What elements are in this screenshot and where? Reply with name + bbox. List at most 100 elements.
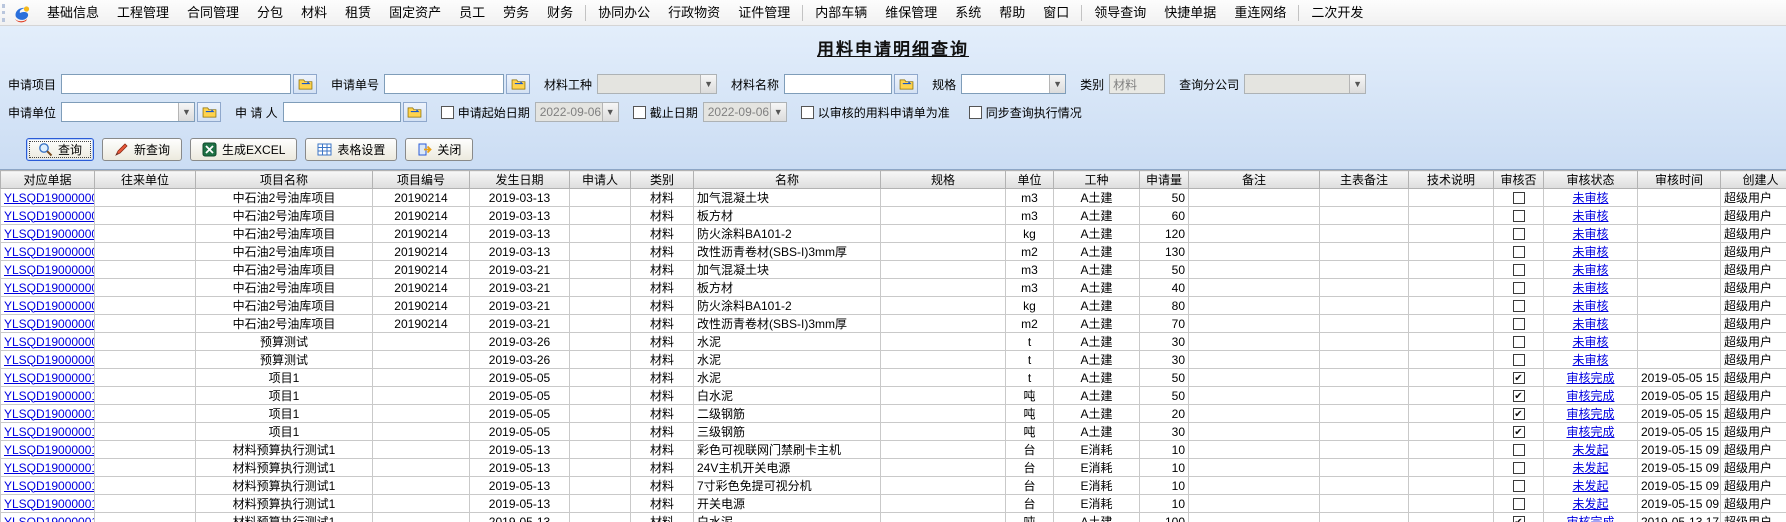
audit-status-link[interactable]: 未审核: [1572, 227, 1609, 241]
menu-item-4[interactable]: 材料: [301, 4, 328, 20]
audit-checkbox[interactable]: [1512, 462, 1525, 475]
export-excel-button[interactable]: 生成EXCEL: [190, 138, 298, 161]
audit-checkbox[interactable]: [1512, 264, 1525, 277]
col-header-occur_date[interactable]: 发生日期: [469, 170, 570, 189]
table-row[interactable]: YLSQD190000006 中石油2号油库项目201902142019-03-1…: [0, 206, 1786, 225]
col-header-material_name[interactable]: 名称: [693, 170, 881, 189]
menu-item-9[interactable]: 财务: [547, 4, 574, 20]
table-row[interactable]: YLSQD190000006 中石油2号油库项目201902142019-03-1…: [0, 224, 1786, 243]
apply-no-input[interactable]: [384, 74, 505, 94]
audit-status-link[interactable]: 未审核: [1572, 263, 1609, 277]
audit-status-link[interactable]: 未审核: [1572, 299, 1609, 313]
audit-checkbox[interactable]: [1512, 210, 1525, 223]
table-row[interactable]: YLSQD190000007 中石油2号油库项目201902142019-03-2…: [0, 314, 1786, 333]
audit-status-link[interactable]: 审核完成: [1566, 515, 1615, 522]
col-header-project_no[interactable]: 项目编号: [372, 170, 470, 189]
doc-no-link[interactable]: YLSQD190000010: [4, 406, 94, 421]
table-row[interactable]: YLSQD190000006 中石油2号油库项目201902142019-03-1…: [0, 188, 1786, 207]
menu-item-1[interactable]: 工程管理: [117, 4, 170, 20]
toolbar-grip-handle[interactable]: [2, 3, 7, 22]
menu-item-11[interactable]: 行政物资: [668, 4, 721, 20]
doc-no-link[interactable]: YLSQD190000006: [4, 226, 94, 241]
table-row[interactable]: YLSQD190000014 材料预算执行测试1 2019-05-13 材料24V主机…: [0, 458, 1786, 477]
menu-item-14[interactable]: 维保管理: [885, 4, 938, 20]
audit-checkbox[interactable]: [1512, 246, 1525, 259]
audit-checkbox[interactable]: ✔: [1512, 408, 1525, 421]
menu-item-8[interactable]: 劳务: [503, 4, 530, 20]
table-row[interactable]: YLSQD190000014 材料预算执行测试1 2019-05-13 材料彩色可视联…: [0, 440, 1786, 459]
col-header-category[interactable]: 类别: [630, 170, 694, 189]
col-header-partner_unit[interactable]: 往来单位: [94, 170, 196, 189]
audit-status-link[interactable]: 未审核: [1572, 281, 1609, 295]
audit-status-link[interactable]: 未发起: [1572, 497, 1609, 511]
menu-item-13[interactable]: 内部车辆: [815, 4, 868, 20]
menu-item-19[interactable]: 快捷单据: [1164, 4, 1217, 20]
audit-checkbox[interactable]: [1512, 192, 1525, 205]
menu-item-7[interactable]: 员工: [459, 4, 486, 20]
sync-exec-checkbox[interactable]: [968, 105, 982, 119]
spec-select[interactable]: ▼: [961, 74, 1067, 94]
apply-unit-select[interactable]: ▼: [61, 102, 196, 122]
apply-project-browse-button[interactable]: [293, 74, 318, 94]
audit-status-link[interactable]: 未发起: [1572, 461, 1609, 475]
audit-checkbox[interactable]: [1512, 444, 1525, 457]
col-header-remark[interactable]: 备注: [1188, 170, 1320, 189]
audit-status-link[interactable]: 审核完成: [1566, 389, 1615, 403]
col-header-main_remark[interactable]: 主表备注: [1319, 170, 1409, 189]
audit-status-link[interactable]: 未审核: [1572, 191, 1609, 205]
doc-no-link[interactable]: YLSQD190000008: [4, 334, 94, 349]
grid-settings-button[interactable]: 表格设置: [305, 138, 398, 161]
col-header-applicant[interactable]: 申请人: [569, 170, 631, 189]
col-header-audit_time[interactable]: 审核时间: [1637, 170, 1721, 189]
menu-item-15[interactable]: 系统: [955, 4, 982, 20]
new-query-button[interactable]: 新查询: [102, 138, 183, 161]
query-button[interactable]: 查询: [26, 138, 95, 161]
menu-item-21[interactable]: 二次开发: [1311, 4, 1364, 20]
col-header-spec[interactable]: 规格: [880, 170, 1006, 189]
menu-item-12[interactable]: 证件管理: [738, 4, 791, 20]
col-header-audited[interactable]: 审核否: [1493, 170, 1544, 189]
doc-no-link[interactable]: YLSQD190000007: [4, 262, 94, 277]
applicant-browse-button[interactable]: [402, 102, 427, 122]
doc-no-link[interactable]: YLSQD190000006: [4, 190, 94, 205]
audit-checkbox[interactable]: [1512, 300, 1525, 313]
apply-project-input[interactable]: [61, 74, 292, 94]
doc-no-link[interactable]: YLSQD190000014: [4, 496, 94, 511]
doc-no-link[interactable]: YLSQD190000014: [4, 442, 94, 457]
col-header-tech_note[interactable]: 技术说明: [1408, 170, 1494, 189]
audit-checkbox[interactable]: [1512, 480, 1525, 493]
doc-no-link[interactable]: YLSQD190000014: [4, 478, 94, 493]
apply-unit-browse-button[interactable]: [197, 102, 222, 122]
doc-no-link[interactable]: YLSQD190000006: [4, 244, 94, 259]
menu-item-0[interactable]: 基础信息: [47, 4, 100, 20]
audit-status-link[interactable]: 未发起: [1572, 479, 1609, 493]
audit-checkbox[interactable]: [1512, 354, 1525, 367]
close-button[interactable]: 关闭: [405, 138, 474, 161]
col-header-doc_no[interactable]: 对应单据: [0, 170, 95, 189]
audit-checkbox[interactable]: [1512, 498, 1525, 511]
audited-basis-checkbox[interactable]: [800, 105, 814, 119]
audit-checkbox[interactable]: ✔: [1512, 516, 1525, 522]
menu-item-10[interactable]: 协同办公: [598, 4, 651, 20]
audit-status-link[interactable]: 未审核: [1572, 209, 1609, 223]
doc-no-link[interactable]: YLSQD190000015: [4, 514, 94, 522]
menu-item-17[interactable]: 窗口: [1043, 4, 1070, 20]
table-row[interactable]: YLSQD190000006 中石油2号油库项目201902142019-03-1…: [0, 242, 1786, 261]
col-header-work_type[interactable]: 工种: [1053, 170, 1140, 189]
table-row[interactable]: YLSQD190000007 中石油2号油库项目201902142019-03-2…: [0, 260, 1786, 279]
doc-no-link[interactable]: YLSQD190000007: [4, 298, 94, 313]
doc-no-link[interactable]: YLSQD190000007: [4, 280, 94, 295]
doc-no-link[interactable]: YLSQD190000010: [4, 370, 94, 385]
col-header-audit_status[interactable]: 审核状态: [1543, 170, 1638, 189]
audit-checkbox[interactable]: ✔: [1512, 426, 1525, 439]
table-row[interactable]: YLSQD190000007 中石油2号油库项目201902142019-03-2…: [0, 278, 1786, 297]
audit-status-link[interactable]: 未审核: [1572, 317, 1609, 331]
doc-no-link[interactable]: YLSQD190000009: [4, 352, 94, 367]
menu-item-20[interactable]: 重连网络: [1234, 4, 1287, 20]
